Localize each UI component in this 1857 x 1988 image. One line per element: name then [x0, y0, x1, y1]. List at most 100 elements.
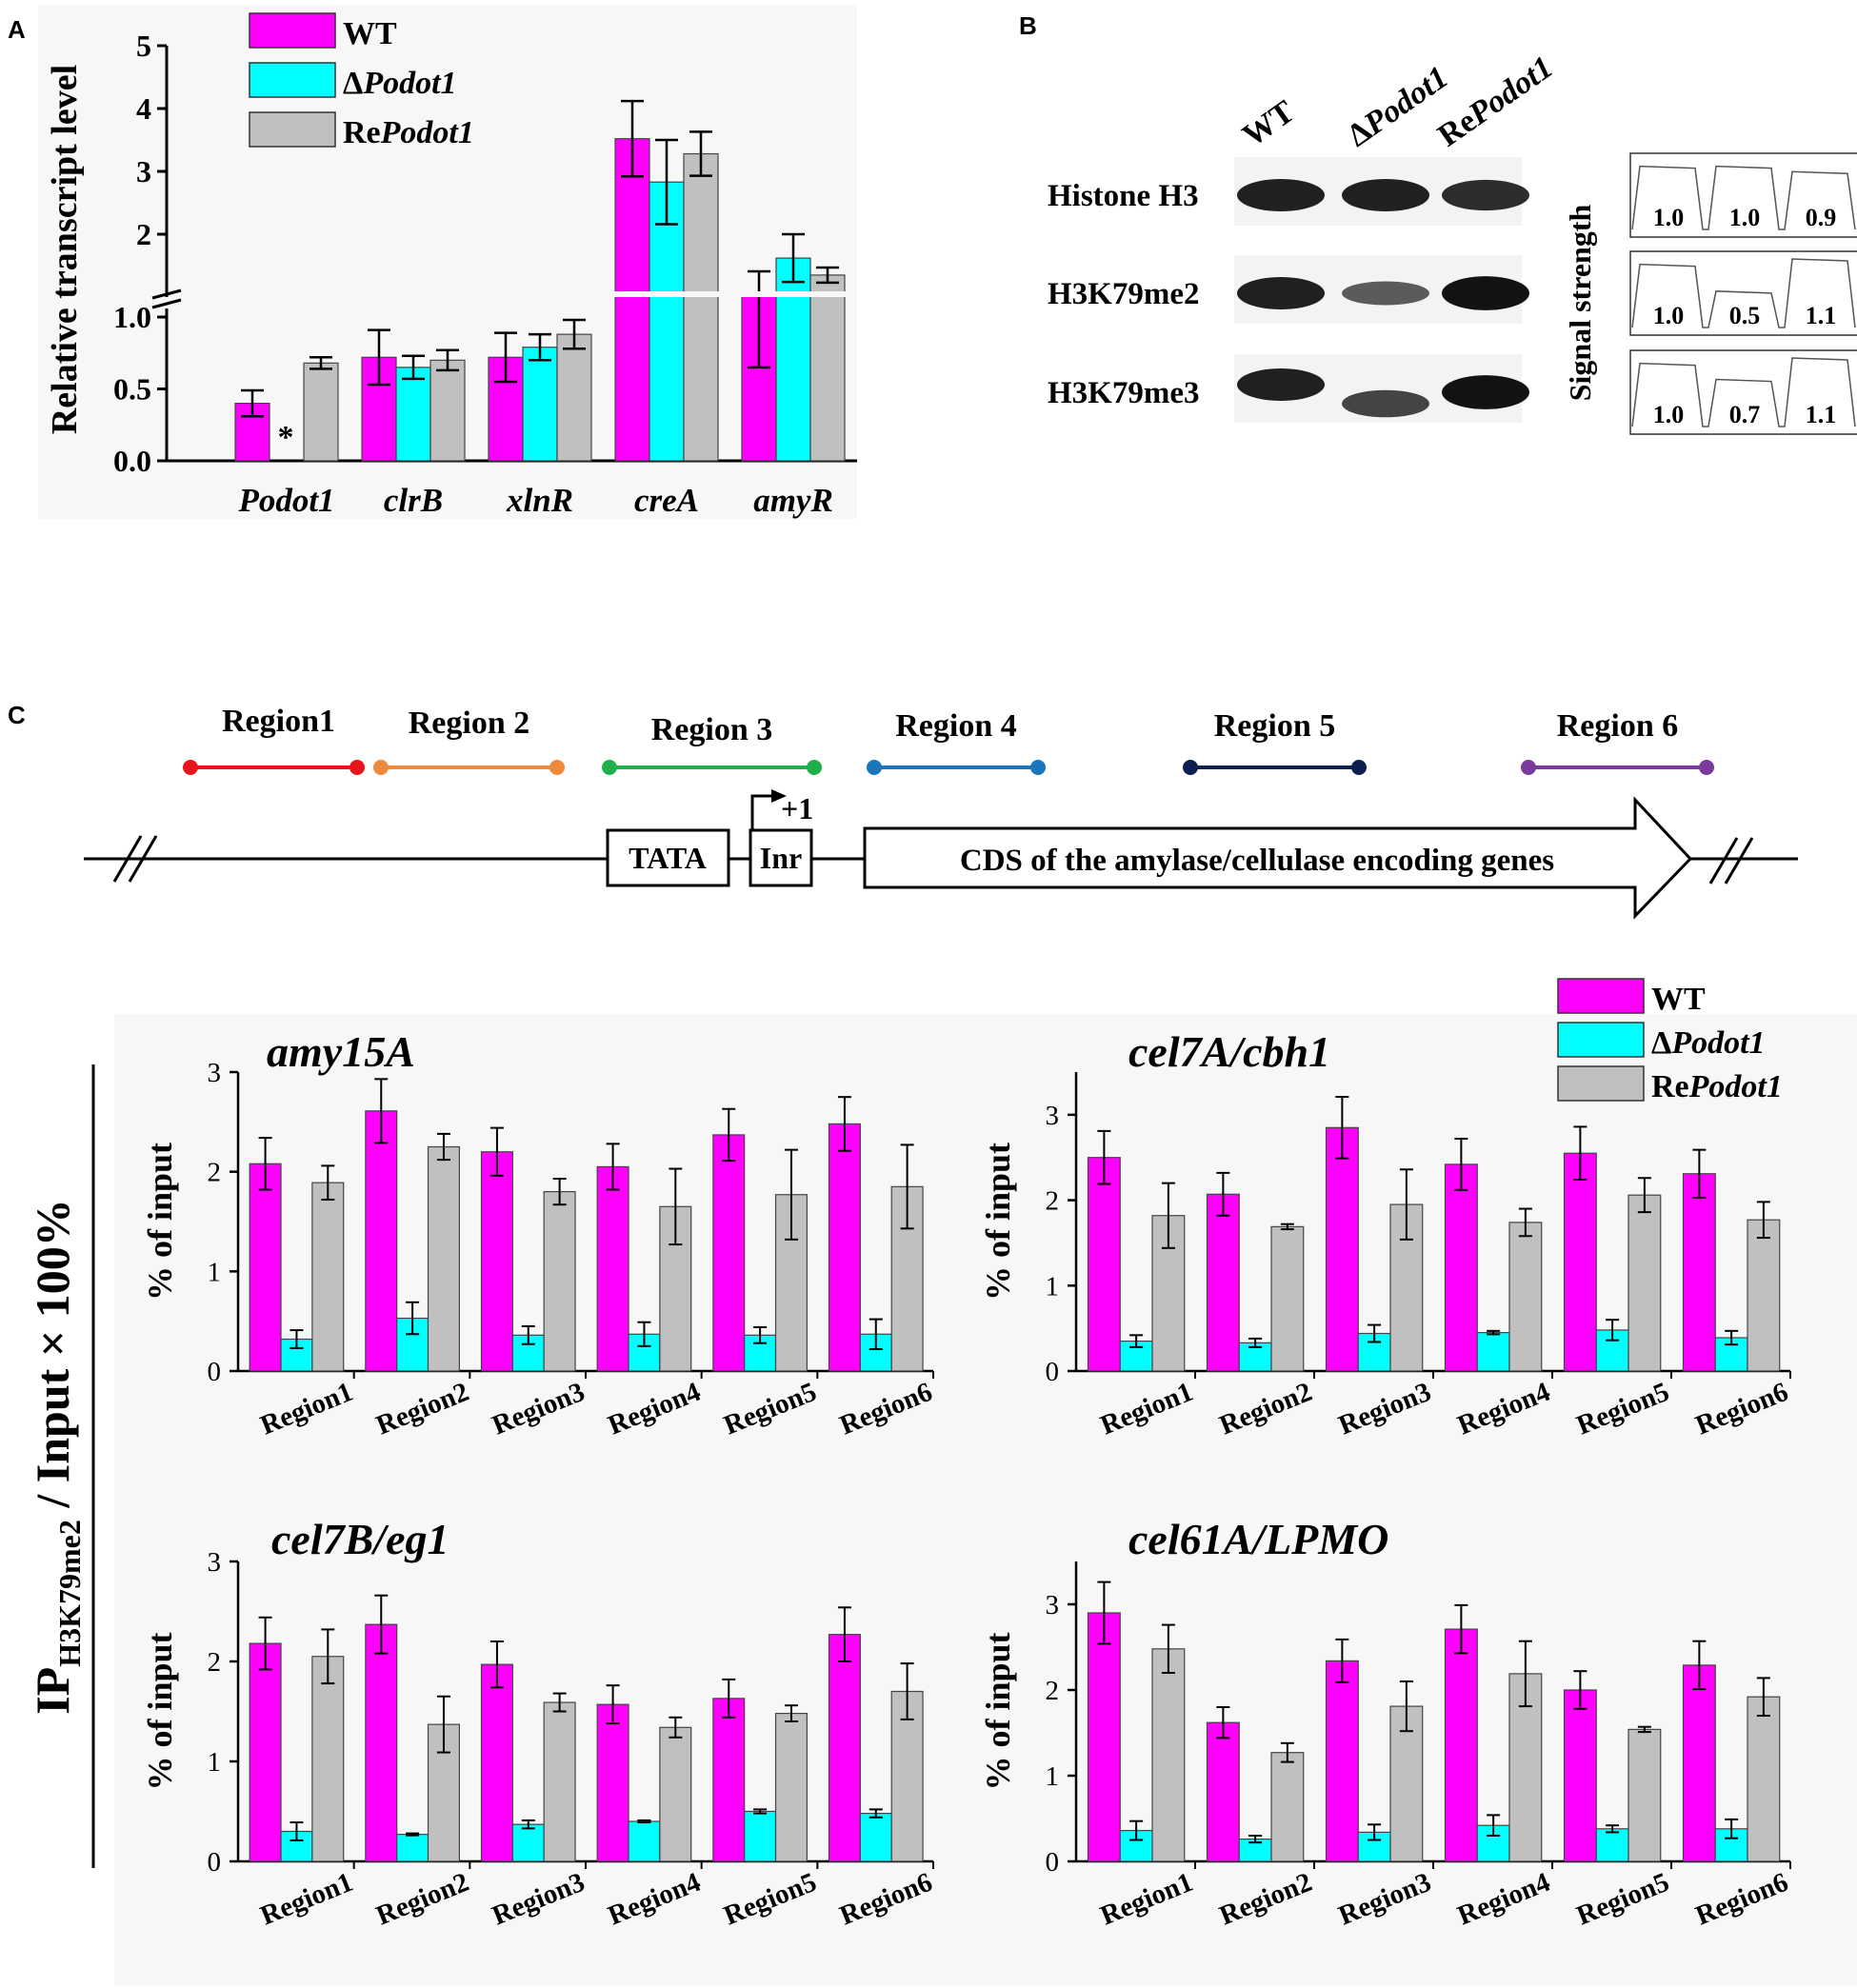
profile-value: 1.0 [1653, 302, 1685, 329]
chip-bar-Region4-0 [596, 1165, 629, 1372]
chip-bar-Region2-0 [1206, 1193, 1240, 1372]
signal-profiles: 1.0 1.0 0.9 1.0 0.5 1.1 1.0 0.7 1.1 [1629, 152, 1857, 435]
chip-bar-Region5-1 [744, 1810, 777, 1862]
tss-label: +1 [781, 791, 813, 825]
blot-lane-label: WT [1236, 94, 1301, 154]
a-legend-label-mut: ΔPodot1 [343, 66, 457, 101]
chip-bar-Region1-2 [1151, 1648, 1186, 1862]
panel-a-chart: Relative transcript level 0.00.51.02345 … [38, 5, 857, 519]
blot-band [1342, 281, 1429, 306]
break-mark-left-1 [112, 835, 143, 883]
chip-bar-Region6-0 [828, 1634, 861, 1862]
chart-ytick-label: 2 [1046, 1186, 1060, 1217]
chart-ylabel: % of input [979, 1143, 1017, 1301]
blot-band [1442, 375, 1529, 409]
cds-arrow [863, 796, 1693, 920]
chart-ylabel: % of input [141, 1632, 179, 1790]
chip-bar-Region1-0 [1087, 1612, 1121, 1862]
chip-bar-Region2-2 [1270, 1752, 1305, 1862]
region-endpoint [1699, 760, 1714, 775]
profile-value: 0.7 [1729, 401, 1761, 428]
chip-bar-Region4-0 [1444, 1628, 1478, 1862]
region-label: Region 6 [1557, 708, 1679, 744]
a-bar-creA-0 [614, 138, 650, 462]
chip-bar-Region6-1 [859, 1812, 892, 1862]
a-significance-star: * [278, 420, 294, 455]
a-legend-swatch-wt [249, 12, 336, 49]
region-endpoint [602, 760, 617, 775]
region-endpoint [807, 760, 822, 775]
profile-trace [1631, 258, 1856, 328]
a-ytick-label: 3 [136, 154, 151, 189]
chip-bar-Region2-0 [1206, 1721, 1240, 1862]
a-ytick-label: 0.5 [113, 372, 151, 407]
chart-ytick-label: 1 [1046, 1761, 1060, 1792]
a-category-label: Podot1 [237, 482, 334, 519]
chip-legend-label-wt: WT [1651, 982, 1706, 1017]
chart-ylabel: % of input [141, 1143, 179, 1301]
chip-bar-Region1-0 [1087, 1157, 1121, 1372]
a-bar-clrB-2 [429, 359, 466, 462]
blot-row-label: H3K79me3 [1048, 376, 1199, 410]
blot-lane-label: RePodot1 [1431, 50, 1559, 153]
chart-title: cel7A/cbh1 [1128, 1027, 1330, 1076]
chip-bar-Region1-2 [311, 1656, 345, 1862]
chart-ytick-label: 1 [1046, 1271, 1060, 1302]
chip-bar-Region4-1 [1476, 1332, 1510, 1372]
chip-bar-Region6-0 [828, 1123, 861, 1372]
a-ytick-label: 5 [136, 29, 151, 63]
chart-ytick-label: 3 [208, 1547, 222, 1578]
panel-a-ylabel: Relative transcript level [45, 65, 85, 434]
chart-ytick-label: 2 [208, 1158, 222, 1188]
chip-legend-swatch-wt [1557, 978, 1645, 1014]
chart-ytick-label: 3 [1046, 1101, 1060, 1131]
chart-ytick-label: 3 [208, 1058, 222, 1088]
chip-bar-Region1-0 [249, 1163, 282, 1372]
chip-bar-Region2-2 [427, 1145, 460, 1372]
tss-arrowhead [771, 789, 787, 803]
chart-ytick-label: 0 [208, 1357, 222, 1387]
region-endpoint [1030, 760, 1046, 775]
chip-bar-Region3-1 [511, 1823, 545, 1862]
inr-label: Inr [760, 841, 802, 875]
chip-bar-Region3-0 [480, 1151, 513, 1372]
panel-b-letter: B [1019, 11, 1037, 40]
a-bar-break-gap [571, 291, 857, 297]
chip-bar-Region6-2 [1747, 1219, 1781, 1372]
break-mark-right-1 [1708, 837, 1739, 885]
tss-line [750, 794, 773, 830]
blot-band [1237, 368, 1325, 401]
break-mark-left-2 [128, 835, 158, 883]
panel-a-bars: Podot1 clrB xlnR creA amyR * [234, 99, 857, 519]
a-bar-amyR-2 [809, 274, 846, 462]
region-label: Region1 [222, 704, 335, 739]
chip-bar-Region5-2 [1627, 1728, 1662, 1862]
chip-bar-Region2-0 [365, 1623, 398, 1862]
region-markers: Region1 Region 2 Region 3 Region 4 Region 5 R… [183, 704, 1714, 775]
blot-band [1442, 179, 1529, 211]
chip-legend-swatch-re [1557, 1065, 1645, 1102]
chip-bar-Region4-0 [1444, 1163, 1478, 1372]
blot-row-label: H3K79me2 [1048, 277, 1199, 311]
panel-c-letter: C [8, 701, 26, 729]
chart-ytick-label: 1 [208, 1747, 222, 1778]
region-endpoint [349, 760, 365, 775]
tata-label: TATA [629, 841, 707, 875]
a-legend-label-re: RePodot1 [343, 115, 474, 150]
blot-band [1342, 179, 1429, 211]
panel-a-axes: 0.0 0.5 1.0 2 3 4 5 [113, 29, 857, 478]
chip-bar-Region6-2 [1747, 1696, 1781, 1862]
region-endpoint [183, 760, 198, 775]
chip-bar-Region1-2 [311, 1182, 345, 1372]
a-category-label: clrB [384, 482, 443, 519]
a-category-label: xlnR [506, 482, 573, 519]
break-mark-right-2 [1724, 837, 1754, 885]
chip-bar-Region5-2 [774, 1712, 808, 1862]
chip-bar-Region6-0 [1682, 1173, 1716, 1372]
a-bar-xlnR-1 [522, 347, 558, 462]
chip-bar-Region3-2 [543, 1190, 576, 1372]
chip-bar-Region5-0 [712, 1134, 746, 1372]
